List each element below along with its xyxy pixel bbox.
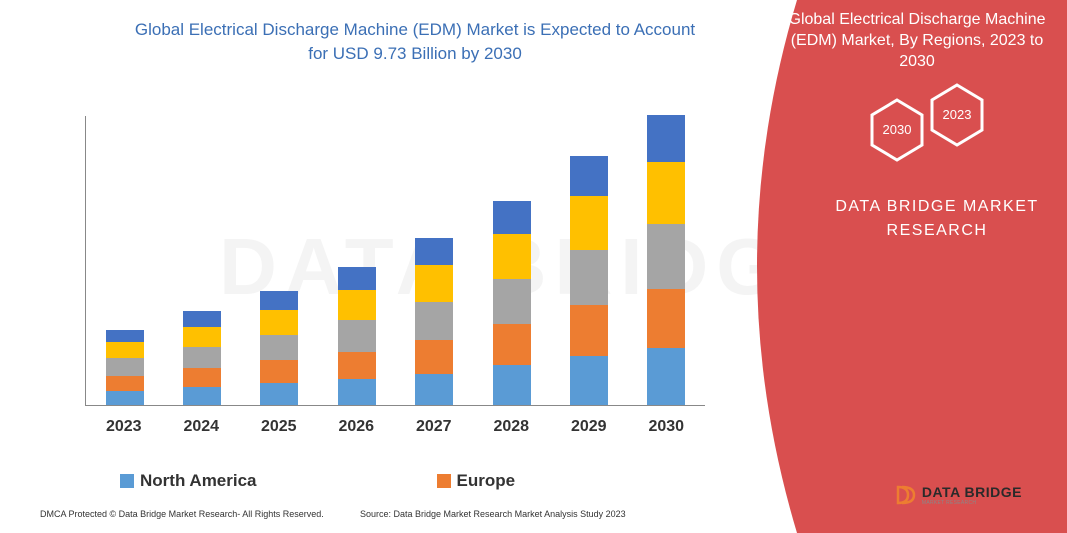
bar-segment [106,358,144,375]
x-axis-label: 2027 [395,418,473,436]
bar-segment [183,387,221,405]
bar-segment [183,311,221,327]
x-axis-label: 2023 [85,418,163,436]
bar-segment [493,201,531,234]
bar-segment [415,340,453,373]
x-axis-label: 2026 [318,418,396,436]
x-axis-labels: 20232024202520262027202820292030 [85,418,705,436]
hexagon-decoration: 2030 2023 [862,80,1002,195]
stacked-bar [493,201,531,405]
bar-segment [493,324,531,365]
hex-label-2030: 2030 [883,122,912,137]
x-axis-label: 2028 [473,418,551,436]
bar-segment [106,391,144,405]
bar-segment [260,383,298,405]
stacked-bar [415,238,453,405]
bar-segment [570,196,608,250]
bar-segment [260,291,298,310]
bar-segment [260,310,298,335]
brand-logo: DATA BRIDGE MARKET RESEARCH [894,483,1022,507]
bar-segment [260,335,298,361]
legend-swatch [437,474,451,488]
bar-segment [106,342,144,358]
bar-segment [338,320,376,351]
hex-label-2023: 2023 [943,107,972,122]
bar-segment [493,365,531,405]
chart-area: 20232024202520262027202820292030 [85,90,705,430]
bar-segment [183,347,221,368]
panel-title: Global Electrical Discharge Machine (EDM… [727,0,1067,72]
bar-segment [493,234,531,279]
stacked-bar [106,330,144,405]
bar-segment [338,290,376,320]
brand-logo-subtext: MARKET RESEARCH [922,500,1022,506]
bar-segment [647,162,685,225]
bar-group [318,267,395,405]
bar-group [396,238,473,405]
chart-legend: North America Europe [120,471,515,491]
right-panel: Global Electrical Discharge Machine (EDM… [727,0,1067,533]
bar-segment [570,305,608,355]
bar-segment [570,356,608,405]
bar-segment [338,267,376,290]
bar-segment [260,360,298,383]
bar-segment [570,156,608,196]
left-panel: Global Electrical Discharge Machine (EDM… [0,0,760,533]
bar-segment [570,250,608,305]
bars-container [85,116,705,406]
legend-swatch [120,474,134,488]
bar-group [163,311,240,405]
bar-segment [106,330,144,342]
brand-text: DATA BRIDGE MARKET RESEARCH [817,195,1057,243]
hexagons-svg: 2030 2023 [862,80,1002,190]
legend-label: Europe [457,471,516,491]
bar-segment [647,289,685,348]
chart-title: Global Electrical Discharge Machine (EDM… [0,0,760,66]
bar-segment [647,115,685,162]
bar-segment [338,379,376,405]
x-axis-label: 2029 [550,418,628,436]
bar-segment [415,374,453,405]
bar-segment [647,224,685,289]
bar-segment [647,348,685,405]
bar-segment [183,368,221,387]
bar-segment [183,327,221,347]
bar-segment [493,279,531,325]
stacked-bar [260,291,298,405]
brand-logo-text: DATA BRIDGE [922,484,1022,500]
stacked-bar [570,156,608,405]
legend-item: Europe [437,471,516,491]
bar-group [86,330,163,405]
stacked-bar [647,115,685,405]
brand-logo-icon [894,483,918,507]
bar-group [628,115,705,405]
legend-item: North America [120,471,257,491]
bar-group [550,156,627,405]
legend-label: North America [140,471,257,491]
brand-line-2: RESEARCH [887,222,988,239]
footer-source: Source: Data Bridge Market Research Mark… [360,509,626,519]
bar-segment [415,238,453,266]
x-axis-label: 2030 [628,418,706,436]
bar-segment [338,352,376,380]
bar-segment [106,376,144,391]
footer-copyright: DMCA Protected © Data Bridge Market Rese… [40,509,324,519]
brand-line-1: DATA BRIDGE MARKET [835,198,1038,215]
bar-group [473,201,550,405]
x-axis-label: 2025 [240,418,318,436]
bar-group [241,291,318,405]
x-axis-label: 2024 [163,418,241,436]
bar-segment [415,265,453,302]
stacked-bar [338,267,376,405]
stacked-bar [183,311,221,405]
bar-segment [415,302,453,340]
